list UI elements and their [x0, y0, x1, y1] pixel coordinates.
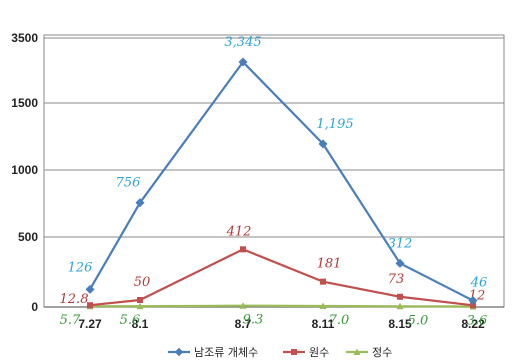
y-tick-label: 1500	[11, 96, 38, 110]
data-label: 9.3	[243, 313, 264, 328]
data-point	[239, 302, 247, 309]
data-point	[319, 302, 327, 310]
data-label: 756	[116, 176, 141, 191]
data-label: 5.0	[408, 313, 429, 328]
legend-marker	[174, 347, 184, 357]
data-point	[87, 302, 93, 309]
data-label: 181	[317, 257, 342, 272]
data-label: 5.7	[60, 313, 81, 328]
data-label: 12.8	[60, 292, 89, 307]
data-label: 412	[226, 224, 252, 239]
legend-label: 원수	[309, 346, 329, 359]
x-tick-label: 8.1	[132, 317, 149, 331]
x-tick-label: 8.22	[461, 317, 485, 331]
y-tick-label: 1000	[11, 163, 38, 177]
x-tick-label: 8.15	[388, 317, 412, 331]
legend-marker	[353, 348, 361, 355]
data-point	[136, 302, 144, 310]
data-point	[470, 302, 476, 309]
data-label: 50	[134, 275, 151, 290]
x-tick-label: 7.27	[78, 317, 102, 331]
data-point	[238, 57, 248, 67]
data-point	[135, 198, 145, 208]
legend-label: 정수	[372, 346, 392, 359]
y-tick-label: 3500	[11, 31, 38, 45]
data-label: 1,195	[316, 117, 353, 132]
data-label: 73	[388, 272, 405, 287]
data-label: 7.0	[329, 313, 350, 328]
data-label: 5.6	[120, 313, 141, 328]
data-point	[396, 302, 404, 310]
data-point	[240, 246, 246, 253]
y-tick-label: 500	[18, 230, 38, 244]
data-point	[85, 284, 95, 294]
legend-label: 남조류 개체수	[194, 346, 258, 359]
legend-marker	[291, 349, 297, 355]
plot-area	[43, 34, 505, 308]
y-tick-label: 0	[31, 300, 38, 314]
series-line	[89, 304, 474, 308]
data-label: 126	[68, 260, 93, 275]
x-tick-label: 8.7	[235, 317, 252, 331]
x-tick-label: 8.11	[312, 317, 335, 331]
data-label: 46	[470, 276, 488, 291]
data-label: 3,345	[224, 35, 261, 50]
series-line	[89, 248, 474, 307]
data-label: 3.6	[467, 313, 488, 328]
data-point	[137, 297, 143, 303]
data-point	[397, 293, 403, 300]
data-point	[320, 278, 326, 285]
data-label: 312	[388, 236, 413, 251]
series-line	[89, 60, 474, 302]
